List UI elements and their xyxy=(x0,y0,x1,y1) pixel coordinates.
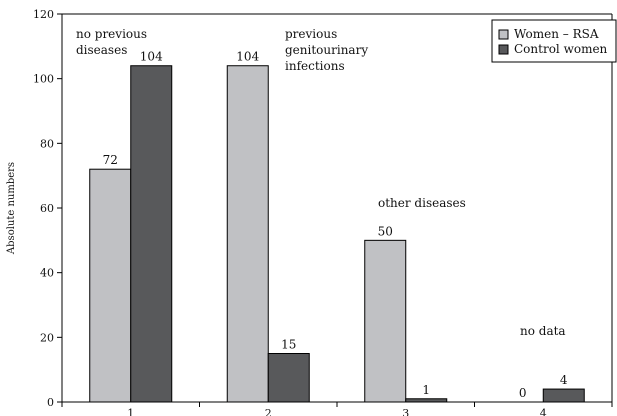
y-axis-title: Absolute numbers xyxy=(6,162,17,255)
data-label: 4 xyxy=(560,373,568,387)
annotation-text: no previous diseases xyxy=(76,27,147,57)
y-tick-label: 100 xyxy=(33,73,54,86)
data-label: 104 xyxy=(236,50,259,64)
bar-control-women xyxy=(542,388,585,403)
bar-women-rsa xyxy=(89,168,132,403)
annotation-text: other diseases xyxy=(378,196,466,210)
annotation-text: previous genitourinary infections xyxy=(285,27,368,73)
data-label: 72 xyxy=(103,153,118,167)
legend-swatch-control-women xyxy=(498,44,509,55)
y-tick-label: 80 xyxy=(40,137,54,150)
data-labels: 72 104 50 0 104 15 1 4 xyxy=(103,50,568,400)
y-tick-label: 0 xyxy=(47,396,54,409)
data-label: 0 xyxy=(519,386,527,400)
data-label: 15 xyxy=(281,338,296,352)
legend-box xyxy=(491,19,617,63)
legend-swatch-women-rsa xyxy=(498,29,509,40)
bar-control-women xyxy=(130,65,173,403)
x-tick-label: 3 xyxy=(402,407,409,416)
x-tick-label: 4 xyxy=(540,407,547,416)
y-tick-label: 120 xyxy=(33,8,54,21)
bar-women-rsa xyxy=(226,65,269,403)
y-tick-label: 40 xyxy=(40,267,54,280)
legend: Women – RSA Control women xyxy=(491,19,617,63)
data-label: 104 xyxy=(140,50,163,64)
y-tick-label: 20 xyxy=(40,331,54,344)
y-axis-ticks: 0 20 40 60 80 100 120 xyxy=(33,8,62,409)
data-label: 1 xyxy=(422,383,430,397)
bar-women-rsa xyxy=(364,239,407,403)
bar-control-women xyxy=(267,353,310,403)
bars xyxy=(89,65,585,403)
annotations: no previous diseases previous genitourinary… xyxy=(76,27,566,338)
y-tick-label: 60 xyxy=(40,202,54,215)
data-label: 50 xyxy=(378,224,393,238)
legend-label-control-women: Control women xyxy=(514,42,608,56)
legend-label-women-rsa: Women – RSA xyxy=(514,27,599,41)
x-tick-label: 2 xyxy=(265,407,272,416)
x-tick-label: 1 xyxy=(127,407,134,416)
x-axis-ticks: 1 2 3 4 xyxy=(61,402,613,416)
annotation-text: no data xyxy=(520,324,566,338)
